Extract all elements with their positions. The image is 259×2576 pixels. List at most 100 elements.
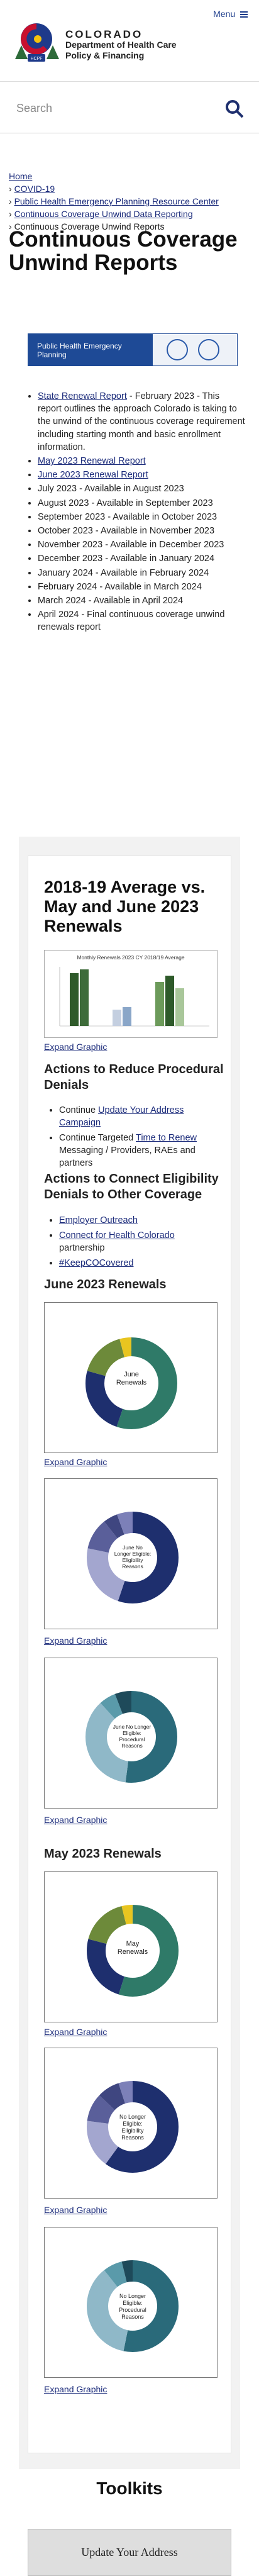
may-eligibility-donut: [87, 2081, 179, 2173]
june-procedural-graphic[interactable]: June No Longer Eligible: Procedural Reas…: [44, 1658, 218, 1809]
list-item: March 2024 - Available in April 2024: [38, 594, 245, 607]
slice: [85, 1337, 177, 1429]
hamburger-icon: [240, 10, 248, 19]
june-renewals-donut: [85, 1337, 177, 1429]
chart-graphic-svg: [59, 967, 209, 1027]
banner-text: Public Health Emergency Planning: [37, 342, 122, 359]
breadcrumb-item[interactable]: › Continuous Coverage Unwind Data Report…: [9, 209, 193, 219]
slice: [87, 1905, 179, 1997]
banner-icons: [153, 334, 237, 365]
search-icon[interactable]: [225, 99, 244, 118]
list-item: May 2023 Renewal Report: [38, 455, 245, 467]
may-eligibility-graphic[interactable]: No Longer Eligible: Eligibility Reasons: [44, 2048, 218, 2199]
search-input[interactable]: Search: [16, 102, 53, 114]
virus-icon: [198, 339, 219, 360]
donut-center-label: June Renewals: [116, 1371, 147, 1386]
brand-name: COLORADO Department of Health Care Polic…: [65, 29, 177, 61]
slice: [85, 1691, 177, 1783]
june-procedural-donut: [85, 1691, 177, 1783]
may-renewals-graphic[interactable]: May Renewals: [44, 1871, 218, 2022]
actions-list: Continue Update Your Address Campaign Co…: [59, 1104, 223, 1172]
slice: [85, 1337, 177, 1429]
expand-graphic-link[interactable]: Expand Graphic: [44, 1457, 107, 1467]
state-renewal-report-link[interactable]: State Renewal Report: [38, 391, 127, 401]
expand-graphic-link[interactable]: Expand Graphic: [44, 2384, 107, 2394]
logo-text: HCPF: [30, 57, 42, 61]
donut-center-label: No Longer Eligible: Procedural Reasons: [119, 2293, 146, 2320]
brand-line-1: Department of Health Care: [65, 40, 177, 50]
chart-title: Monthly Renewals 2023 CY 2018/19 Average: [77, 954, 185, 961]
slice: [87, 1905, 179, 1997]
breadcrumb-item[interactable]: Home: [9, 171, 33, 181]
expand-graphic-link[interactable]: Expand Graphic: [44, 1815, 107, 1825]
expand-graphic-link[interactable]: Expand Graphic: [44, 1042, 107, 1052]
list-item: August 2023 - Available in September 202…: [38, 497, 245, 510]
menu-button[interactable]: Menu: [213, 9, 248, 19]
june-eligibility-graphic[interactable]: June No Longer Eligible: Eligibility Rea…: [44, 1478, 218, 1629]
list-item: November 2023 - Available in December 20…: [38, 538, 245, 551]
donut-center-label: June No Longer Eligible: Procedural Reas…: [113, 1724, 152, 1749]
brand-line-2: Policy & Financing: [65, 50, 145, 60]
update-address-button[interactable]: Update Your Address: [28, 2529, 231, 2576]
list-item: December 2023 - Available in January 202…: [38, 552, 245, 565]
june-eligibility-donut: [87, 1512, 179, 1603]
bar: [113, 1010, 121, 1026]
list-item: January 2024 - Available in February 202…: [38, 567, 245, 579]
section-heading: 2018-19 Average vs. May and June 2023 Re…: [44, 878, 206, 935]
list-item: September 2023 - Available in October 20…: [38, 511, 245, 523]
june-report-link[interactable]: June 2023 Renewal Report: [38, 470, 148, 481]
list-item: February 2024 - Available in March 2024: [38, 581, 245, 593]
list-item: Employer Outreach: [59, 1214, 223, 1227]
slice: [85, 1691, 177, 1783]
expand-graphic-link[interactable]: Expand Graphic: [44, 2027, 107, 2037]
may-procedural-donut: [87, 2260, 179, 2352]
list-item: #KeepCOCovered: [59, 1257, 223, 1269]
slice: [87, 2260, 179, 2352]
expand-graphic-link[interactable]: Expand Graphic: [44, 2205, 107, 2215]
phe-banner: Public Health Emergency Planning: [28, 333, 238, 366]
site-header: Menu HCPF COLORADO Department of Health …: [0, 0, 259, 82]
time-to-renew-link[interactable]: Time to Renew: [136, 1133, 197, 1143]
connect-heading: Actions to Connect Eligibility Denials t…: [44, 1172, 219, 1202]
may-report-link[interactable]: May 2023 Renewal Report: [38, 456, 146, 467]
breadcrumb-item-current: › Continuous Coverage Unwind Reports: [9, 221, 165, 231]
may-procedural-graphic[interactable]: No Longer Eligible: Procedural Reasons: [44, 2227, 218, 2378]
donut-center-label: No Longer Eligible: Eligibility Reasons: [119, 2114, 146, 2141]
list-item: October 2023 - Available in November 202…: [38, 525, 245, 537]
june-renewals-graphic[interactable]: June Renewals: [44, 1302, 218, 1453]
toolkits-heading: Toolkits: [96, 2478, 163, 2498]
list-item: Continue Update Your Address Campaign: [59, 1104, 223, 1129]
renewals-chart-graphic[interactable]: Monthly Renewals 2023 CY 2018/19 Average: [44, 950, 218, 1038]
slice: [87, 2260, 179, 2352]
list-item: July 2023 - Available in August 2023: [38, 482, 245, 495]
may-heading: May 2023 Renewals: [44, 1847, 162, 1861]
keepcocovered-link[interactable]: #KeepCOCovered: [59, 1258, 134, 1268]
breadcrumb-item[interactable]: › COVID-19: [9, 184, 55, 194]
june-heading: June 2023 Renewals: [44, 1278, 167, 1291]
brand-top: COLORADO: [65, 28, 143, 40]
list-item: State Renewal Report - February 2023 - T…: [38, 390, 245, 454]
actions-heading: Actions to Reduce Procedural Denials: [44, 1062, 224, 1092]
connect-health-colorado-link[interactable]: Connect for Health Colorado: [59, 1230, 175, 1241]
slice: [87, 2081, 179, 2173]
may-renewals-donut: [87, 1905, 179, 1997]
slice: [87, 2081, 179, 2173]
bar: [155, 982, 164, 1026]
expand-graphic-link[interactable]: Expand Graphic: [44, 1636, 107, 1646]
update-address-link[interactable]: Update Your Address Campaign: [59, 1105, 184, 1128]
list-item: June 2023 Renewal Report: [38, 469, 245, 481]
list-item: Connect for Health Colorado partnership: [59, 1229, 223, 1254]
employer-outreach-link[interactable]: Employer Outreach: [59, 1215, 138, 1225]
menu-label: Menu: [213, 9, 236, 19]
colorado-logo[interactable]: HCPF: [13, 21, 62, 65]
people-icon: [167, 339, 188, 360]
connect-list: Employer Outreach Connect for Health Col…: [59, 1214, 223, 1272]
list-item: Continue Targeted Time to Renew Messagin…: [59, 1132, 223, 1169]
slice: [87, 1512, 179, 1603]
list-item: April 2024 - Final continuous coverage u…: [38, 608, 245, 633]
bar: [70, 973, 79, 1026]
breadcrumb-item[interactable]: › Public Health Emergency Planning Resou…: [9, 196, 219, 206]
breadcrumb: Home › COVID-19 › Public Health Emergenc…: [9, 170, 219, 233]
donut-center-label: May Renewals: [117, 1940, 148, 1956]
page-title: Continuous Coverage Unwind Reports: [9, 227, 238, 275]
